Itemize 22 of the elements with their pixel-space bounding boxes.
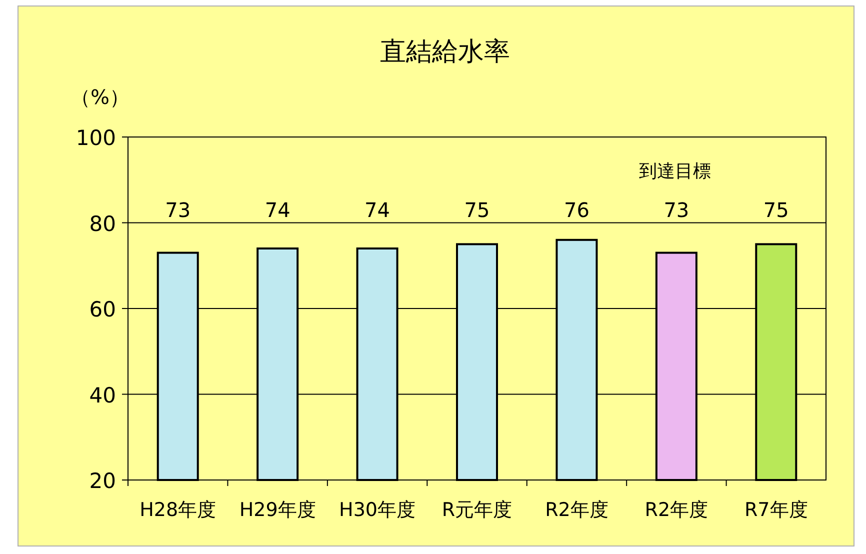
x-tick-label: H29年度 — [239, 499, 316, 521]
x-tick-label: H28年度 — [140, 499, 216, 521]
y-tick-label: 100 — [76, 126, 116, 150]
y-tick-label: 60 — [89, 298, 116, 322]
x-tick-label: R7年度 — [744, 499, 808, 521]
x-tick-label: R2年度 — [644, 499, 708, 521]
x-tick-label: R2年度 — [545, 499, 608, 521]
x-tick-label: R元年度 — [442, 499, 512, 521]
y-tick-label: 80 — [89, 212, 116, 236]
data-label: 76 — [564, 198, 590, 222]
data-label: 75 — [763, 198, 789, 222]
annotation: 到達目標 — [639, 161, 711, 182]
data-label: 73 — [165, 198, 191, 222]
data-label: 75 — [464, 198, 490, 222]
y-tick-label: 20 — [89, 469, 116, 493]
data-label: 74 — [364, 198, 390, 222]
y-tick-label: 40 — [89, 383, 116, 408]
y-axis-title: （%） — [70, 85, 130, 109]
chart-title: 直結給水率 — [380, 37, 510, 67]
x-tick-label: H30年度 — [339, 499, 416, 521]
data-label: 73 — [664, 198, 690, 222]
data-label: 74 — [264, 198, 290, 222]
